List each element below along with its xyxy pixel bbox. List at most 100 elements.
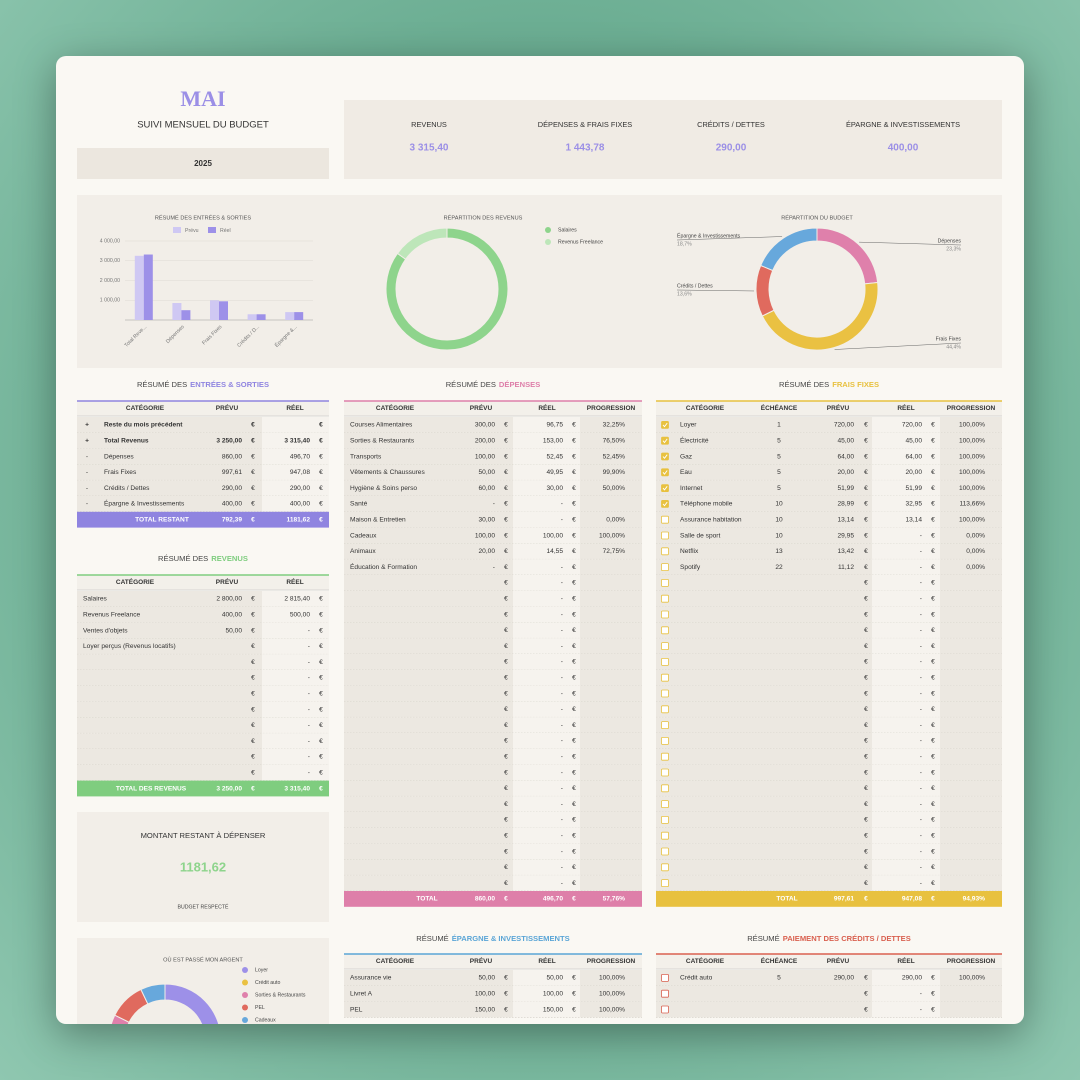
checkbox (661, 800, 669, 808)
row-shade (872, 970, 940, 986)
table-cell: - (561, 595, 563, 602)
table-cell: € (504, 422, 508, 429)
table-cell: 0,00% (966, 564, 985, 571)
checkbox (661, 989, 669, 998)
table-cell: € (864, 627, 868, 634)
table-cell: € (864, 706, 868, 713)
header-row (77, 401, 329, 416)
column-header: RÉEL (538, 403, 555, 412)
table-cell: Transports (350, 453, 382, 460)
row-shade (872, 875, 940, 891)
table-cell: € (572, 595, 576, 602)
row-shade (513, 496, 580, 512)
row-shade (513, 827, 580, 844)
legend-label: Cadeaux (255, 1017, 276, 1023)
table-cell: Assurance habitation (680, 516, 742, 523)
column-header: RÉEL (286, 577, 303, 586)
table-cell: 52,45 (546, 453, 563, 460)
table-cell: Éducation & Formation (350, 562, 417, 571)
checkbox (661, 452, 669, 461)
title-emphasis: DÉPENSES (499, 380, 540, 389)
checkbox (661, 847, 669, 856)
table-cell: € (504, 690, 508, 697)
title-prefix: RÉSUMÉ (747, 934, 780, 943)
subtitle: SUIVI MENSUEL DU BUDGET (137, 120, 269, 131)
table-cell: € (931, 817, 935, 824)
table-cell: 99,90% (603, 469, 626, 476)
table-cell: 300,00 (475, 422, 496, 429)
checkbox (661, 737, 669, 745)
table-cell: Hygiène & Soins perso (350, 485, 417, 492)
table-row (344, 827, 642, 844)
table-cell: 100,00% (959, 975, 985, 982)
table-cell: 51,99 (905, 485, 922, 492)
row-shade (872, 417, 940, 433)
slice-value: 13,6% (677, 291, 692, 297)
checkbox (661, 863, 669, 872)
table-cell: 96,75 (546, 422, 563, 429)
table-row (344, 733, 642, 749)
table-row (656, 590, 1002, 607)
table-row (656, 985, 1002, 1002)
table-cell: € (931, 643, 935, 650)
table-cell: 100,00% (959, 516, 985, 523)
table-title: RÉSUMÉ DES FRAIS FIXES (779, 380, 879, 389)
table-cell: € (572, 880, 576, 887)
table-cell: € (864, 722, 868, 729)
table-cell: 50,00 (546, 975, 563, 982)
table-cell: € (931, 801, 935, 808)
row-shade (872, 590, 940, 607)
table-row (656, 480, 1002, 496)
remaining-title: MONTANT RESTANT À DÉPENSER (141, 831, 266, 840)
table-cell: € (931, 832, 935, 839)
bar (172, 303, 182, 320)
row-shade (872, 733, 940, 749)
row-shade (262, 496, 329, 512)
checkbox (661, 642, 669, 650)
table-cell: 60,00 (478, 485, 495, 492)
table-row (656, 638, 1002, 654)
column-header: CATÉGORIE (116, 577, 155, 586)
table-cell: Santé (350, 501, 368, 508)
table-cell: € (572, 801, 576, 808)
kpi-label: REVENUS (411, 120, 447, 129)
slice-label: Épargne & Investissements (677, 232, 741, 239)
table-row (344, 780, 642, 797)
column-header: PRÉVU (470, 956, 493, 965)
column-header: CATÉGORIE (126, 403, 165, 412)
table-cell: € (931, 485, 935, 492)
column-header: RÉEL (538, 956, 555, 965)
checkbox (661, 816, 669, 824)
checkbox (661, 594, 669, 603)
total-row (656, 891, 1002, 907)
table-cell: 28,99 (837, 501, 854, 508)
leader-line (859, 241, 962, 246)
table-cell: € (931, 753, 935, 760)
column-header: ÉCHÉANCE (761, 403, 798, 412)
table-cell: Épargne & Investissements (104, 499, 185, 508)
row-shade (513, 606, 580, 623)
table-row (656, 622, 1002, 639)
row-shade (872, 480, 940, 496)
table-cell: € (251, 627, 255, 634)
table-cell: - (920, 611, 922, 618)
table-row (656, 796, 1002, 812)
table-row (344, 843, 642, 860)
table-cell: - (561, 674, 563, 681)
table-cell: € (931, 437, 935, 444)
total-cell: 1181,62 (287, 516, 311, 523)
table-cell: € (931, 1006, 935, 1013)
row-shade (513, 875, 580, 891)
legend-swatch (173, 227, 181, 233)
table-cell: € (572, 611, 576, 618)
table-cell: € (864, 422, 868, 429)
checkbox (661, 673, 669, 682)
row-shade (513, 701, 580, 718)
table-cell: - (561, 817, 563, 824)
row-shade (513, 764, 580, 781)
table-cell: € (319, 738, 323, 745)
table-cell: € (319, 706, 323, 713)
month-title: MAI (180, 86, 225, 111)
table-cell: € (251, 501, 255, 508)
table-cell: Animaux (350, 548, 376, 555)
